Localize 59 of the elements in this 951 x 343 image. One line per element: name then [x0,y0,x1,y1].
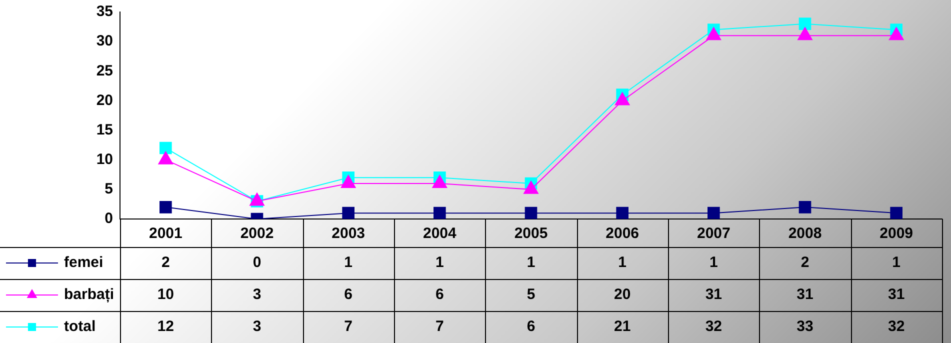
data-label: 31 [796,286,814,304]
point [434,206,446,219]
x-tick-label: 2005 [514,225,548,242]
data-label: 6 [344,286,353,304]
x-tick-label: 2008 [788,225,822,242]
data-label: 0 [252,254,262,272]
point [524,206,538,219]
legend-label: barbați [64,286,114,304]
y-tick-label: 15 [96,121,113,138]
data-label: 1 [892,254,901,272]
point [798,201,812,214]
data-label: 1 [344,254,353,272]
point [342,206,354,219]
data-label: 3 [252,318,262,336]
point [340,175,356,188]
x-tick-label: 2006 [606,225,640,242]
y-tick-label: 30 [96,32,113,50]
data-label: 5 [526,286,536,304]
data-label: 33 [796,318,814,336]
legend-label: total [64,318,96,336]
data-label: 31 [888,286,905,304]
data-label: 6 [435,286,444,304]
data-label: 7 [344,318,353,336]
data-label: 1 [435,254,444,272]
data-label: 2 [161,254,170,272]
data-label: 32 [888,318,905,336]
x-tick-label: 2002 [240,225,274,242]
point [432,175,448,188]
data-label: 12 [157,318,174,336]
data-label: 7 [435,318,444,336]
y-tick-label: 35 [96,3,113,20]
data-label: 1 [709,254,718,272]
data-label: 10 [157,286,174,304]
y-tick-label: 20 [96,92,113,109]
data-label: 2 [800,254,810,272]
x-tick-label: 2003 [332,225,366,242]
data-label: 3 [252,286,262,304]
y-tick-label: 5 [104,180,113,198]
data-label: 1 [526,254,536,272]
point [708,206,720,219]
x-tick-label: 2009 [880,225,914,242]
x-tick-label: 2007 [696,225,730,242]
data-label: 21 [614,318,631,336]
legend-label: femei [64,254,104,272]
y-tick-label: 0 [104,210,113,228]
x-tick-label: 2004 [422,225,458,242]
y-tick-label: 10 [96,151,113,168]
point [798,18,812,30]
x-tick-label: 2001 [148,225,182,242]
point [160,201,172,214]
data-label: 1 [618,254,627,272]
point [890,206,902,219]
data-label: 20 [614,286,631,304]
data-label: 6 [526,318,536,336]
point [160,142,172,154]
data-label: 32 [705,318,722,336]
y-tick-label: 25 [96,62,113,80]
point [616,206,628,219]
data-label: 31 [705,286,722,304]
